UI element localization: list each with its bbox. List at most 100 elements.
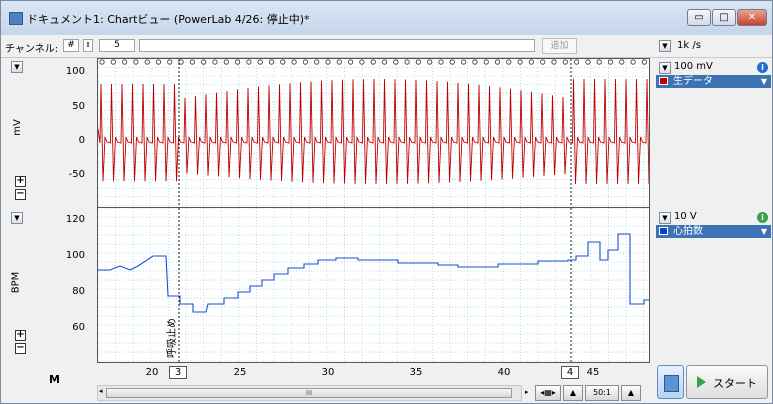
sync-marker (494, 59, 501, 65)
bpm-chart: 呼吸止め (98, 208, 649, 362)
ecg-zoom-in-icon[interactable]: + (15, 175, 26, 187)
window-title: ドキュメント1: Chartビュー (PowerLab 4/26: 停止中)* (27, 13, 310, 26)
bpm-ytick: 60 (72, 322, 85, 333)
ecg-axis-panel: ▼ 100 50 0 -50 mV + − (5, 58, 91, 206)
compress-icon[interactable]: ▲ (563, 385, 583, 401)
close-button[interactable]: ✕ (737, 9, 767, 26)
sync-marker (280, 59, 286, 65)
zoom-fit-icon[interactable]: ◂▦▸ (535, 385, 561, 401)
xtick: 25 (233, 367, 247, 378)
channel-name-field[interactable] (139, 39, 535, 52)
sync-marker (460, 59, 467, 65)
bpm-zoom-in-icon[interactable]: + (15, 329, 26, 341)
sync-marker (415, 59, 421, 65)
sync-marker (438, 59, 444, 65)
expand-icon[interactable]: ▲ (621, 385, 641, 401)
bpm-axis-panel: ▼ 120 100 80 60 BPM + − (5, 209, 91, 363)
bpm-channel-title[interactable]: 心拍数 ▼ (656, 225, 771, 238)
sync-marker (528, 59, 534, 65)
start-button[interactable]: スタート (686, 365, 768, 399)
sync-marker (314, 59, 320, 65)
comment-marker-3[interactable]: 3 (169, 366, 187, 379)
sync-marker (291, 59, 297, 65)
sync-marker (596, 59, 602, 65)
bpm-channel-dropdown-icon[interactable]: ▼ (760, 227, 767, 236)
ecg-channel-dropdown-icon[interactable]: ▼ (760, 77, 767, 86)
sync-marker (336, 59, 342, 65)
sync-marker (268, 59, 275, 65)
bpm-info-icon[interactable]: i (757, 212, 768, 223)
sync-marker (381, 59, 388, 65)
sync-marker (246, 59, 252, 65)
sync-marker (235, 59, 241, 65)
bpm-range-dropdown-icon[interactable]: ▼ (659, 212, 671, 224)
channel-spin-icon[interactable]: ⇕ (83, 39, 93, 52)
maximize-button[interactable]: □ (712, 9, 736, 26)
scroll-right-icon[interactable]: ▸ (525, 388, 529, 396)
bpm-ytick: 80 (72, 286, 85, 297)
sync-marker (121, 59, 128, 65)
horizontal-scrollbar[interactable]: ◂ III (97, 385, 522, 401)
zoom-ratio[interactable]: 50:1 (585, 385, 619, 401)
bpm-channel-controls: ▼ 10 V i 心拍数 ▼ (656, 210, 771, 250)
sync-marker (404, 59, 410, 65)
ecg-yaxis-title: mV (11, 119, 23, 136)
comment-marker-4[interactable]: 4 (561, 366, 579, 379)
sync-marker (223, 59, 229, 65)
ecg-ytick: 0 (78, 135, 85, 146)
sync-marker (201, 59, 207, 65)
bpm-zoom-out-icon[interactable]: − (15, 342, 26, 354)
sync-marker (585, 59, 591, 65)
title-bar[interactable]: ドキュメント1: Chartビュー (PowerLab 4/26: 停止中)* … (1, 1, 772, 35)
channel-number-field[interactable]: 5 (99, 39, 135, 52)
sync-marker (133, 59, 139, 65)
ecg-range-dropdown-icon[interactable]: ▼ (659, 62, 671, 74)
ecg-channel-controls: ▼ 100 mV i 生データ ▼ (656, 60, 771, 100)
comment-annotation: 呼吸止め (166, 318, 178, 358)
ecg-channel-title[interactable]: 生データ ▼ (656, 75, 771, 88)
bpm-channel-menu-icon[interactable]: ▼ (11, 212, 23, 224)
sync-marker (449, 59, 455, 65)
sync-marker (302, 59, 308, 65)
ecg-channel-menu-icon[interactable]: ▼ (11, 61, 23, 73)
ecg-trace (98, 78, 649, 185)
play-icon (697, 376, 706, 388)
sync-marker (483, 59, 489, 65)
sample-rate-dropdown-icon[interactable]: ▼ (659, 40, 671, 52)
bpm-ytick: 100 (65, 250, 85, 261)
document-icon (9, 12, 23, 25)
sync-marker (178, 59, 184, 65)
sync-marker (562, 59, 568, 65)
minimize-button[interactable]: ▭ (687, 9, 711, 26)
add-button[interactable]: 追加 (542, 38, 577, 54)
bpm-range: 10 V (674, 211, 697, 222)
channel-selector[interactable]: # (63, 39, 79, 52)
sync-marker (110, 59, 116, 65)
sync-marker (189, 59, 196, 65)
xtick: 20 (145, 367, 159, 378)
sync-marker (551, 59, 557, 65)
ecg-info-icon[interactable]: i (757, 62, 768, 73)
sync-marker (393, 59, 399, 65)
sync-marker (641, 59, 648, 65)
channel-label: チャンネル: (5, 44, 59, 55)
sync-marker (325, 59, 331, 65)
sync-marker (472, 59, 478, 65)
scroll-left-icon[interactable]: ◂ (99, 387, 103, 395)
ecg-zoom-out-icon[interactable]: − (15, 188, 26, 200)
bpm-plot-area[interactable]: 呼吸止め (97, 207, 650, 363)
ecg-chart (98, 59, 649, 207)
scroll-thumb[interactable]: III (106, 388, 512, 398)
sync-marker (630, 59, 636, 65)
sync-marker (359, 59, 365, 65)
sync-marker (155, 59, 162, 65)
sync-marker (99, 59, 105, 65)
ecg-plot-area[interactable] (97, 58, 650, 208)
record-mode-button[interactable] (657, 365, 684, 399)
time-axis: 20 25 30 35 40 45 3 4 (97, 363, 650, 385)
toolbar: チャンネル: # ⇕ 5 追加 ▼ 1k /s (1, 35, 772, 58)
mark-icon[interactable]: M (49, 373, 60, 386)
sync-marker (144, 59, 150, 65)
sync-marker (619, 59, 625, 65)
bpm-color-swatch (659, 227, 668, 235)
